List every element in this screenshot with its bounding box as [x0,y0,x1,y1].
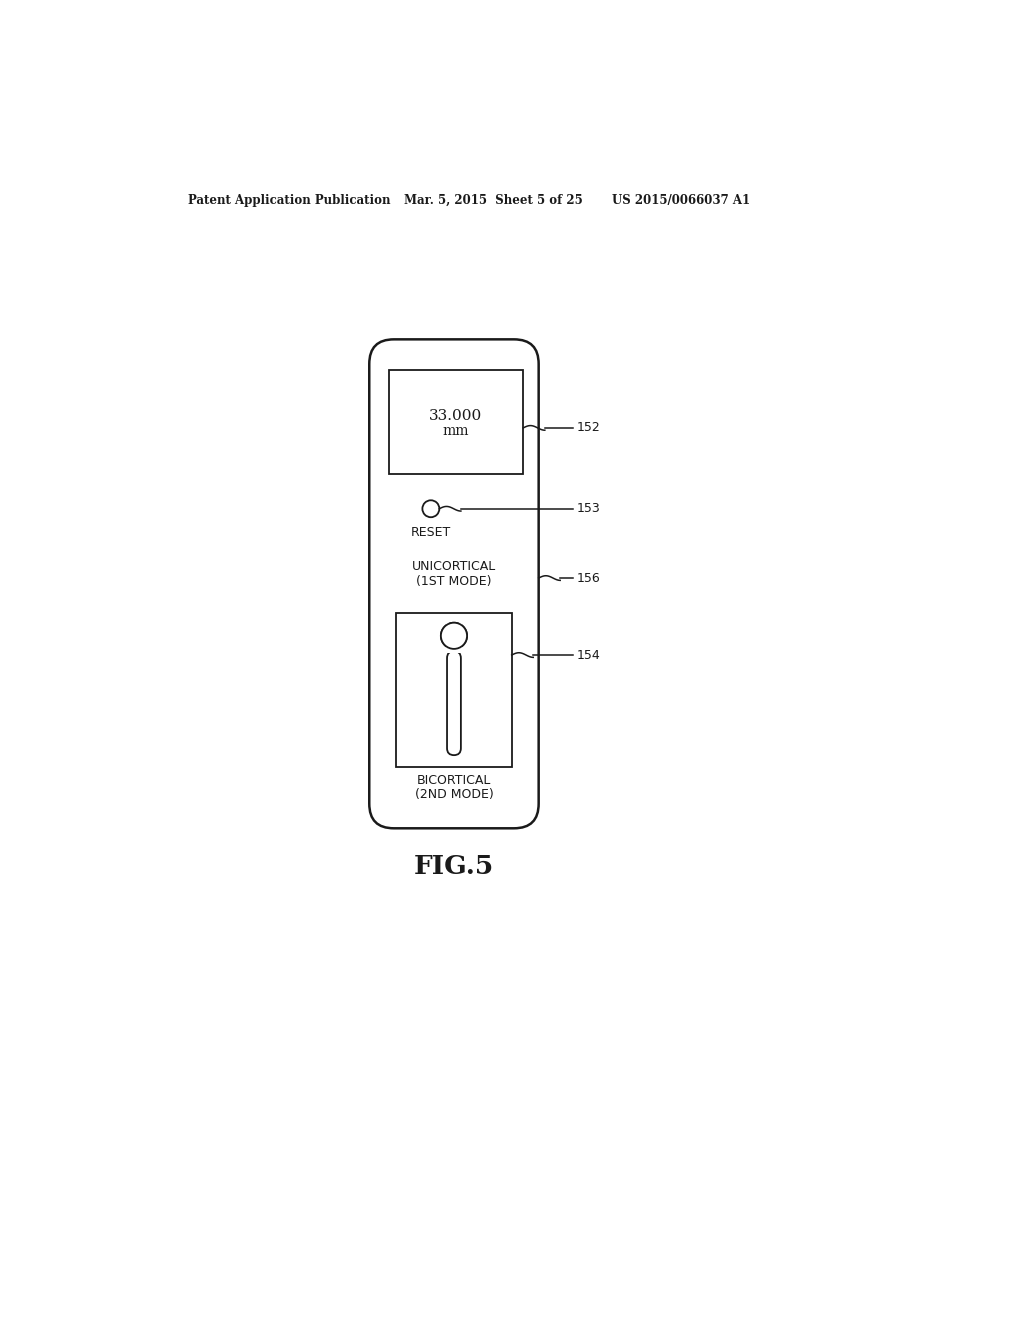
Bar [446,623,462,653]
Text: 154: 154 [578,648,601,661]
Text: mm: mm [442,424,469,438]
Text: 153: 153 [578,502,601,515]
Text: 156: 156 [578,572,601,585]
Circle shape [422,500,439,517]
Text: BICORTICAL: BICORTICAL [417,774,492,787]
Circle shape [441,623,467,649]
Text: 152: 152 [578,421,601,434]
Text: RESET: RESET [411,527,451,540]
Text: 33.000: 33.000 [429,409,482,422]
FancyBboxPatch shape [370,339,539,829]
Text: FIG.5: FIG.5 [414,854,495,879]
Bar [396,612,512,767]
Circle shape [441,623,467,649]
Bar [388,370,523,474]
Text: (2ND MODE): (2ND MODE) [415,788,494,801]
Text: US 2015/0066037 A1: US 2015/0066037 A1 [611,194,750,207]
Text: (1ST MODE): (1ST MODE) [416,576,492,589]
Text: Patent Application Publication: Patent Application Publication [188,194,391,207]
Text: UNICORTICAL: UNICORTICAL [412,560,496,573]
FancyBboxPatch shape [447,651,461,755]
Text: Mar. 5, 2015  Sheet 5 of 25: Mar. 5, 2015 Sheet 5 of 25 [403,194,583,207]
